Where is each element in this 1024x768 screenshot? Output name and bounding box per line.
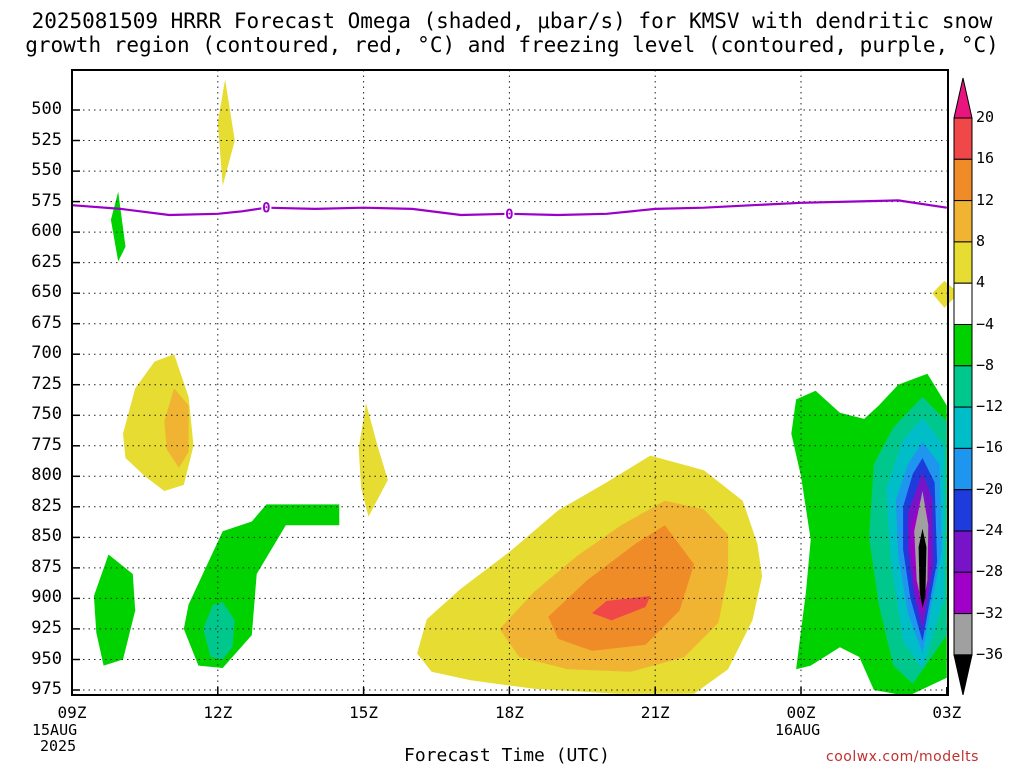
omega-region-5 [358,403,388,517]
grid-lines [71,70,948,695]
freezing-label-bg-0 [261,199,272,215]
colorbar-bin-5 [953,282,973,326]
omega-region-11 [548,525,695,651]
chart-title-line-1: 2025081509 HRRR Forecast Omega (shaded, … [31,9,993,33]
x-tick-label: 12Z [203,703,233,722]
y-tick-label: 600 [31,221,62,242]
y-tick-label: 950 [31,648,62,669]
colorbar-label: −36 [976,644,1004,663]
y-tick-label: 650 [31,282,62,303]
y-tick-label: 500 [31,99,62,119]
x-tick-label: 15Z [349,703,379,722]
colorbar [953,77,973,696]
colorbar-label: −28 [976,562,1004,581]
plot-frame [71,69,949,696]
omega-region-8 [203,602,235,660]
colorbar-bin-3 [953,200,973,243]
x-tick-label: 00Z [786,703,816,722]
colorbar-label: 20 [976,108,995,126]
omega-region-6 [93,554,136,666]
y-tick-label: 525 [31,129,62,150]
colorbar-label: 8 [976,231,986,250]
colorbar-label: 4 [976,273,986,292]
colorbar-label: −12 [976,397,1004,416]
colorbar-bin-2 [953,158,973,202]
y-tick-label: 700 [31,343,62,364]
y-tick-label: 900 [31,587,62,608]
y-tick-label: 875 [31,556,62,577]
omega-region-4 [164,388,189,468]
omega-region-21 [918,528,927,609]
freezing-level-line [71,199,947,217]
colorbar-bin-6 [953,324,973,367]
x-tick-label: 03Z [932,703,962,722]
x-tick-label: 09Z [57,703,87,722]
colorbar-label: 16 [976,149,995,168]
y-tick-label: 550 [31,160,62,181]
chart-title-line-2: growth region (contoured, red, °C) and f… [25,33,999,57]
y-tick-label: 800 [31,465,62,486]
x-tick-date-label: 16AUG [775,721,821,739]
colorbar-label: −20 [976,479,1004,498]
y-tick-label: 575 [31,190,62,211]
colorbar-label: −16 [976,438,1004,457]
y-tick-label: 925 [31,617,62,638]
colorbar-label: 12 [976,190,995,209]
colorbar-label: −8 [976,355,995,374]
colorbar-label: −4 [976,314,995,333]
y-tick-label: 675 [31,312,62,333]
colorbar-bin-4 [953,241,973,284]
colorbar-label: −32 [976,603,1004,622]
omega-region-2 [932,280,959,308]
y-tick-label: 825 [31,495,62,516]
x-axis-title: Forecast Time (UTC) [404,745,610,766]
x-tick-label: 21Z [640,703,670,722]
y-tick-label: 775 [31,434,62,455]
colorbar-label: −24 [976,521,1004,539]
freezing-level-label-1: 0 [505,207,513,223]
colorbar-bin-1 [953,117,973,160]
omega-region-12 [592,596,651,621]
y-tick-label: 750 [31,404,62,425]
credit-link[interactable]: coolwx.com/modelts [826,749,979,765]
colorbar-bottom-arrow [953,654,973,696]
y-tick-label: 625 [31,251,62,272]
colorbar-bin-12 [953,571,973,615]
x-tick-year-label: 2025 [40,737,77,755]
freezing-level-label-0: 0 [262,201,270,217]
x-tick-label: 18Z [494,703,524,722]
x-tick-date-label: 15AUG [32,721,78,739]
y-tick-label: 850 [31,526,62,547]
colorbar-bin-13 [953,613,973,656]
colorbar-bin-11 [953,530,973,573]
freezing-label-bg-1 [504,205,515,221]
colorbar-bin-9 [953,447,973,491]
y-tick-label: 725 [31,373,62,394]
y-tick-label: 975 [31,679,62,699]
colorbar-top-arrow [953,77,973,119]
omega-region-0 [217,79,235,186]
colorbar-bin-7 [953,365,973,408]
colorbar-bin-8 [953,406,973,449]
colorbar-bin-10 [953,489,973,532]
